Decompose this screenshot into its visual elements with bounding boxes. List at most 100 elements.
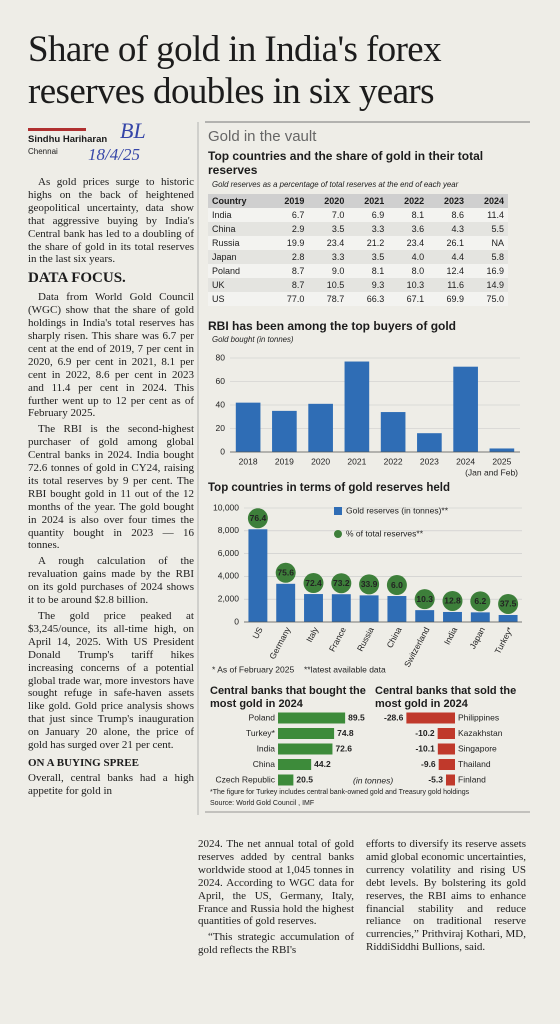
- share-label: 76.4: [250, 513, 267, 523]
- bar: [498, 614, 518, 622]
- table-row: China 2.9 3.5 3.3 3.6 4.3 5.5: [208, 222, 508, 236]
- byline-name: Sindhu Hariharan: [28, 134, 108, 145]
- share-label: 10.3: [416, 594, 433, 604]
- share-marker: [498, 593, 519, 614]
- subheading: ON A BUYING SPREE: [28, 756, 139, 769]
- share-label: 6.0: [391, 580, 403, 590]
- x-tick-label: 2019: [275, 456, 294, 466]
- table-cell: 12.4: [446, 266, 465, 276]
- legend-label: % of total reserves**: [346, 528, 424, 538]
- share-marker: [470, 591, 491, 612]
- table-cell: 23.4: [406, 238, 425, 248]
- category-label: Thailand: [458, 759, 491, 769]
- table-cell: 16.9: [486, 266, 504, 276]
- table-cell: 78.7: [326, 294, 345, 304]
- share-marker: [331, 573, 352, 594]
- table-cell: 19.9: [286, 238, 305, 248]
- y-tick-label: 2,000: [218, 593, 240, 603]
- x-tick-label: US: [250, 625, 265, 640]
- table-row: Russia 19.9 23.4 21.2 23.4 26.1 NA: [208, 236, 508, 250]
- table-cell: China: [212, 224, 236, 234]
- y-tick-label: 8,000: [218, 525, 240, 535]
- gold-share-table: Country 2019 2020 2021 2022 2023 2024 India 6.7 7…: [208, 194, 508, 306]
- handwritten-note: 18/4/25: [88, 145, 140, 164]
- x-tick-label: Japan: [467, 625, 487, 650]
- table-cell: 26.1: [446, 238, 465, 248]
- table-row: Japan 2.8 3.3 3.5 4.0 4.4 5.8: [208, 250, 508, 264]
- table-cell: NA: [491, 238, 504, 248]
- x-tick-label: 2023: [420, 456, 439, 466]
- table-row: India 6.7 7.0 6.9 8.1 8.6 11.4: [208, 208, 508, 222]
- value-label: -10.2: [415, 728, 435, 738]
- table-cell: 75.0: [486, 294, 504, 304]
- bar: [470, 612, 490, 622]
- chart-title: Top countries in terms of gold reserves …: [208, 482, 450, 494]
- table-cell: 9.3: [371, 280, 385, 290]
- byline-rule: [28, 128, 86, 131]
- table-cell: 8.1: [371, 266, 385, 276]
- paragraph: As gold prices surge to historic highs o…: [28, 176, 194, 266]
- bar: [344, 361, 370, 452]
- value-label: -5.3: [428, 774, 443, 784]
- x-tick-label: 2021: [347, 456, 366, 466]
- table-header: 2020: [324, 196, 345, 206]
- table-cell: 69.9: [446, 294, 465, 304]
- y-tick-label: 4,000: [218, 571, 240, 581]
- x-tick-label: Italy: [304, 625, 321, 644]
- table-cell: 3.5: [371, 252, 385, 262]
- table-row: US 77.0 78.7 66.3 67.1 69.9 75.0: [208, 292, 508, 306]
- share-marker: [359, 574, 380, 595]
- table-cell: 10.3: [406, 280, 425, 290]
- bar: [304, 594, 323, 622]
- x-tick-label: Germany: [267, 625, 293, 661]
- share-marker: [414, 589, 435, 610]
- category-label: India: [257, 743, 276, 753]
- bar: [276, 583, 296, 622]
- value-label: -10.1: [415, 743, 435, 753]
- table-row: UK 8.7 10.5 9.3 10.3 11.6 14.9: [208, 278, 508, 292]
- bar: [387, 596, 407, 622]
- table-cell: 2.9: [291, 224, 305, 234]
- x-tick-label: Switzerland: [402, 625, 432, 669]
- x-tick-label: 2018: [239, 456, 258, 466]
- bar: [278, 774, 294, 786]
- table-header: 2021: [364, 196, 385, 206]
- infographic-kicker: Gold in the vault: [208, 128, 317, 145]
- x-tick-label: France: [327, 625, 348, 653]
- article-middle-column: 2024. The net annual total of gold reser…: [198, 838, 354, 960]
- bar: [417, 433, 442, 452]
- category-label: Philippines: [458, 712, 499, 722]
- category-label: Singapore: [458, 743, 497, 753]
- legend-swatch: [334, 530, 342, 538]
- bar: [278, 728, 335, 739]
- table-header: 2022: [404, 196, 425, 206]
- value-label: 74.8: [337, 728, 354, 738]
- headline: Share of gold in India's forex: [28, 29, 442, 70]
- y-tick-label: 10,000: [213, 502, 239, 512]
- handwritten-note: BL: [120, 118, 146, 143]
- table-cell: 14.9: [486, 280, 504, 290]
- bar: [445, 774, 455, 786]
- table-cell: 8.1: [411, 210, 425, 220]
- table-header: 2019: [284, 196, 305, 206]
- table-header: Country: [212, 196, 247, 206]
- x-tick-label: China: [384, 625, 403, 650]
- y-tick-label: 80: [216, 352, 226, 362]
- share-label: 72.4: [305, 578, 322, 588]
- chart-title: Central banks that sold the most gold in…: [375, 685, 517, 710]
- value-label: 44.2: [314, 759, 331, 769]
- bar: [272, 410, 297, 452]
- table-cell: 67.1: [406, 294, 425, 304]
- share-marker: [303, 573, 324, 594]
- share-marker: [386, 575, 407, 596]
- paragraph: efforts to diversify its reserve assets …: [366, 838, 526, 954]
- unit-label: (in tonnes): [353, 775, 393, 785]
- bar: [437, 743, 455, 755]
- section-heading: DATA FOCUS.: [28, 270, 126, 287]
- y-tick-label: 60: [216, 376, 226, 386]
- table-cell: 21.2: [366, 238, 385, 248]
- x-tick-label: Russia: [355, 625, 376, 653]
- bar: [308, 403, 333, 452]
- table-cell: Japan: [212, 252, 237, 262]
